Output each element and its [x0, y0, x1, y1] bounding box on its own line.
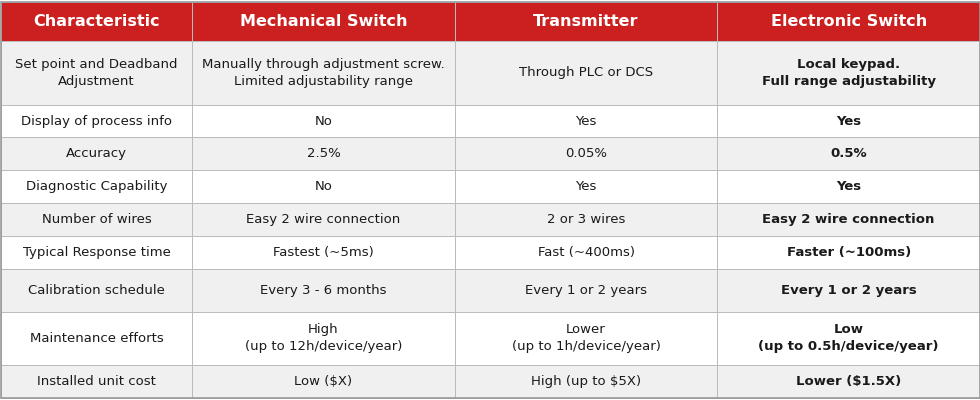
Bar: [1, 138, 192, 170]
Text: Low ($X): Low ($X): [294, 375, 353, 388]
Text: Yes: Yes: [836, 114, 861, 128]
Bar: [717, 41, 980, 104]
Bar: [717, 2, 980, 41]
Text: High (up to $5X): High (up to $5X): [531, 375, 641, 388]
Bar: [1, 236, 192, 269]
Text: Display of process info: Display of process info: [21, 114, 172, 128]
Bar: [717, 104, 980, 138]
Text: 2.5%: 2.5%: [307, 147, 340, 160]
Bar: [455, 2, 717, 41]
Bar: [455, 138, 717, 170]
Bar: [1, 365, 192, 398]
Bar: [1, 104, 192, 138]
Text: Lower
(up to 1h/device/year): Lower (up to 1h/device/year): [512, 324, 661, 354]
Text: No: No: [315, 114, 332, 128]
Bar: [1, 2, 192, 41]
Text: Low
(up to 0.5h/device/year): Low (up to 0.5h/device/year): [759, 324, 939, 354]
Text: Yes: Yes: [575, 114, 597, 128]
Text: Accuracy: Accuracy: [66, 147, 127, 160]
Text: Every 1 or 2 years: Every 1 or 2 years: [781, 284, 916, 297]
Text: Fast (~400ms): Fast (~400ms): [538, 246, 634, 259]
Bar: [192, 203, 455, 236]
Text: 0.05%: 0.05%: [565, 147, 607, 160]
Bar: [717, 269, 980, 312]
Bar: [455, 170, 717, 203]
Bar: [717, 138, 980, 170]
Bar: [717, 203, 980, 236]
Text: Every 3 - 6 months: Every 3 - 6 months: [260, 284, 387, 297]
Bar: [192, 236, 455, 269]
Bar: [455, 203, 717, 236]
Bar: [1, 312, 192, 365]
Text: Installed unit cost: Installed unit cost: [37, 375, 156, 388]
Text: Number of wires: Number of wires: [42, 213, 151, 226]
Bar: [717, 170, 980, 203]
Text: Manually through adjustment screw.
Limited adjustability range: Manually through adjustment screw. Limit…: [202, 58, 445, 88]
Bar: [455, 365, 717, 398]
Bar: [192, 312, 455, 365]
Text: Local keypad.
Full range adjustability: Local keypad. Full range adjustability: [761, 58, 936, 88]
Text: Set point and Deadband
Adjustment: Set point and Deadband Adjustment: [16, 58, 177, 88]
Text: Fastest (~5ms): Fastest (~5ms): [273, 246, 373, 259]
Text: Characteristic: Characteristic: [33, 14, 160, 29]
Bar: [192, 170, 455, 203]
Bar: [1, 203, 192, 236]
Bar: [1, 170, 192, 203]
Bar: [192, 2, 455, 41]
Bar: [455, 41, 717, 104]
Text: Faster (~100ms): Faster (~100ms): [787, 246, 910, 259]
Text: 0.5%: 0.5%: [830, 147, 867, 160]
Text: Every 1 or 2 years: Every 1 or 2 years: [525, 284, 647, 297]
Bar: [455, 104, 717, 138]
Bar: [192, 104, 455, 138]
Bar: [192, 269, 455, 312]
Text: Transmitter: Transmitter: [533, 14, 639, 29]
Bar: [192, 138, 455, 170]
Text: Typical Response time: Typical Response time: [23, 246, 171, 259]
Text: Diagnostic Capability: Diagnostic Capability: [25, 180, 168, 193]
Text: Easy 2 wire connection: Easy 2 wire connection: [762, 213, 935, 226]
Text: Electronic Switch: Electronic Switch: [770, 14, 927, 29]
Bar: [455, 236, 717, 269]
Bar: [455, 312, 717, 365]
Text: Maintenance efforts: Maintenance efforts: [29, 332, 164, 345]
Bar: [717, 365, 980, 398]
Bar: [192, 41, 455, 104]
Text: High
(up to 12h/device/year): High (up to 12h/device/year): [245, 324, 402, 354]
Bar: [717, 236, 980, 269]
Bar: [1, 41, 192, 104]
Text: Yes: Yes: [836, 180, 861, 193]
Text: Mechanical Switch: Mechanical Switch: [240, 14, 407, 29]
Text: Lower ($1.5X): Lower ($1.5X): [796, 375, 902, 388]
Text: Yes: Yes: [575, 180, 597, 193]
Text: 2 or 3 wires: 2 or 3 wires: [547, 213, 625, 226]
Bar: [192, 365, 455, 398]
Bar: [455, 269, 717, 312]
Text: Calibration schedule: Calibration schedule: [28, 284, 165, 297]
Text: No: No: [315, 180, 332, 193]
Bar: [1, 269, 192, 312]
Text: Easy 2 wire connection: Easy 2 wire connection: [246, 213, 401, 226]
Text: Through PLC or DCS: Through PLC or DCS: [519, 66, 653, 79]
Bar: [717, 312, 980, 365]
